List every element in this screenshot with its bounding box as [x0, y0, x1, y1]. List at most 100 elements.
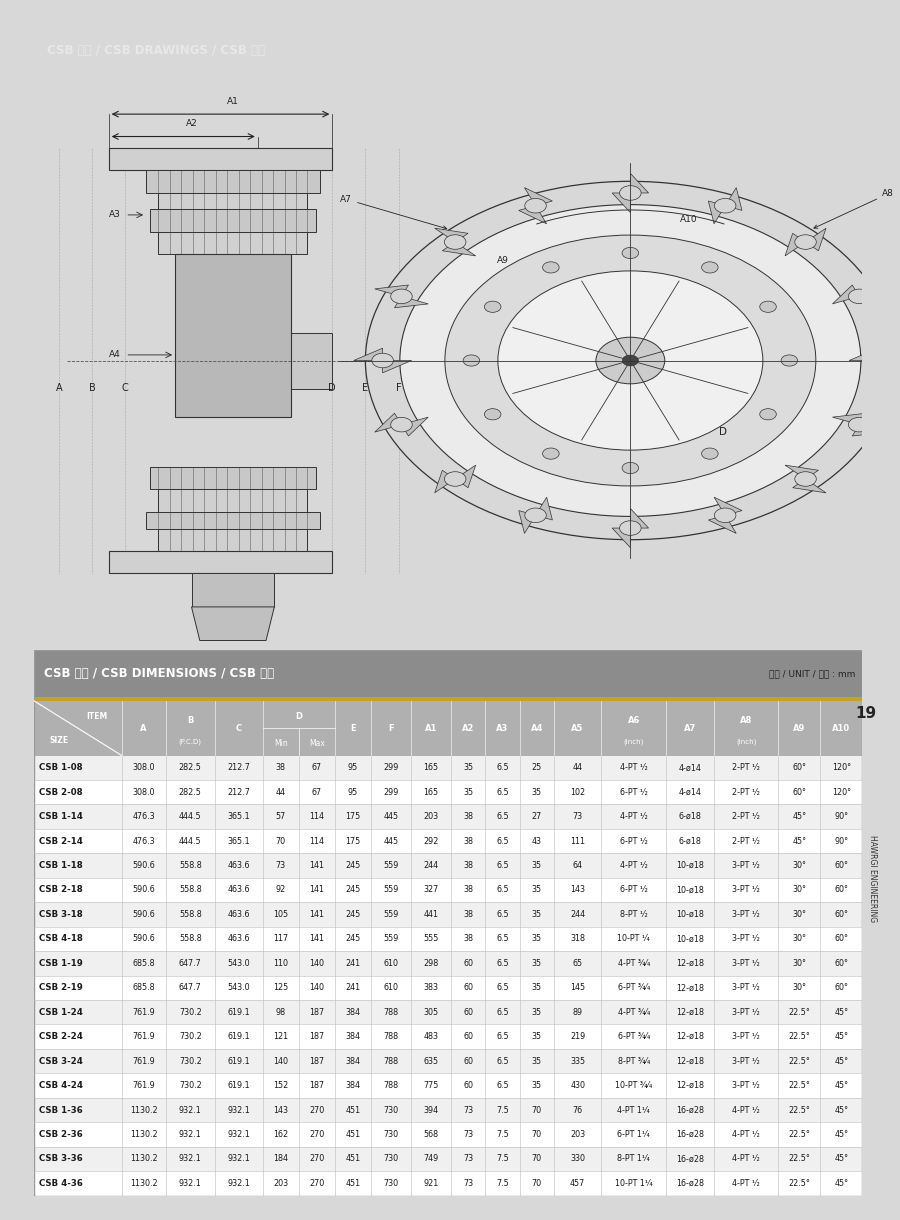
Text: 143: 143: [570, 886, 585, 894]
Text: 457: 457: [570, 1179, 585, 1188]
Text: 60°: 60°: [792, 788, 806, 797]
Text: 60°: 60°: [834, 983, 849, 992]
Text: 4-PT ¹⁄₂: 4-PT ¹⁄₂: [733, 1130, 760, 1139]
Text: 451: 451: [346, 1130, 361, 1139]
Text: 476.3: 476.3: [132, 813, 155, 821]
Text: 463.6: 463.6: [228, 935, 250, 943]
Text: 463.6: 463.6: [228, 910, 250, 919]
Text: 270: 270: [310, 1154, 325, 1164]
Text: 12-ø18: 12-ø18: [676, 1057, 704, 1065]
Text: 64: 64: [572, 861, 582, 870]
Text: 327: 327: [423, 886, 438, 894]
Text: 308.0: 308.0: [132, 788, 155, 797]
Polygon shape: [612, 173, 649, 212]
Text: 3-PT ¹⁄₂: 3-PT ¹⁄₂: [733, 959, 760, 967]
Text: 25: 25: [532, 764, 542, 772]
Text: 2-PT ¹⁄₂: 2-PT ¹⁄₂: [733, 764, 760, 772]
Text: 60: 60: [464, 1057, 473, 1065]
Text: 451: 451: [346, 1179, 361, 1188]
Circle shape: [622, 462, 639, 473]
Text: 3-PT ¹⁄₂: 3-PT ¹⁄₂: [733, 935, 760, 943]
Text: CSB 2-36: CSB 2-36: [40, 1130, 83, 1139]
Text: 10-PT ¹⁄₄: 10-PT ¹⁄₄: [617, 935, 650, 943]
Text: 305: 305: [424, 1008, 438, 1016]
Text: 441: 441: [424, 910, 438, 919]
Text: 60°: 60°: [834, 910, 849, 919]
Text: 70: 70: [532, 1130, 542, 1139]
Text: 476.3: 476.3: [132, 837, 155, 845]
Text: 45°: 45°: [834, 1008, 849, 1016]
Text: 241: 241: [346, 983, 361, 992]
Text: CSB 3-36: CSB 3-36: [40, 1154, 83, 1164]
Text: 38: 38: [464, 886, 473, 894]
Text: 647.7: 647.7: [179, 983, 202, 992]
Text: 6-ø18: 6-ø18: [679, 813, 701, 821]
Text: 152: 152: [273, 1081, 288, 1091]
Text: 384: 384: [346, 1032, 361, 1041]
Text: 730.2: 730.2: [179, 1032, 202, 1041]
Polygon shape: [150, 210, 316, 232]
Text: 45°: 45°: [834, 1105, 849, 1115]
FancyBboxPatch shape: [34, 903, 862, 927]
Text: 932.1: 932.1: [228, 1179, 250, 1188]
Text: 6-PT 1¹⁄₄: 6-PT 1¹⁄₄: [617, 1130, 650, 1139]
Text: 4-PT ¹⁄₂: 4-PT ¹⁄₂: [620, 861, 648, 870]
Text: A10: A10: [680, 215, 698, 224]
Text: 19: 19: [855, 706, 877, 721]
Text: 7.5: 7.5: [496, 1154, 508, 1164]
Circle shape: [622, 248, 639, 259]
Text: 16-ø28: 16-ø28: [676, 1105, 704, 1115]
Text: 483: 483: [424, 1032, 438, 1041]
Text: ITEM: ITEM: [86, 711, 108, 721]
Circle shape: [760, 409, 777, 420]
Circle shape: [868, 354, 889, 367]
Text: 141: 141: [310, 861, 324, 870]
Text: 73: 73: [464, 1130, 473, 1139]
FancyBboxPatch shape: [34, 1074, 862, 1098]
Text: 4-PT ¹⁄₂: 4-PT ¹⁄₂: [620, 813, 648, 821]
Text: 121: 121: [273, 1032, 288, 1041]
FancyBboxPatch shape: [34, 702, 862, 755]
Text: 308.0: 308.0: [132, 764, 155, 772]
Text: 365.1: 365.1: [228, 813, 250, 821]
Text: 6-PT ¾⁄₄: 6-PT ¾⁄₄: [617, 1032, 650, 1041]
Text: 140: 140: [310, 959, 324, 967]
Text: 단위 / UNIT / 单位 : mm: 단위 / UNIT / 单位 : mm: [770, 669, 856, 678]
Text: 44: 44: [572, 764, 582, 772]
Text: CSB 1-18: CSB 1-18: [40, 861, 83, 870]
Text: 60°: 60°: [834, 886, 849, 894]
Text: 65: 65: [572, 959, 582, 967]
Circle shape: [849, 289, 870, 304]
Text: 244: 244: [424, 861, 438, 870]
Text: 8-PT 1¹⁄₄: 8-PT 1¹⁄₄: [617, 1154, 650, 1164]
Text: 120°: 120°: [832, 764, 850, 772]
Text: 10-ø18: 10-ø18: [676, 935, 704, 943]
Text: 43: 43: [532, 837, 542, 845]
Text: 788: 788: [383, 1032, 399, 1041]
Text: A5: A5: [227, 350, 239, 360]
Text: A: A: [56, 383, 62, 393]
Text: 90°: 90°: [834, 837, 849, 845]
Text: 70: 70: [275, 837, 286, 845]
Text: A8: A8: [814, 189, 894, 228]
Text: 165: 165: [424, 788, 438, 797]
Text: 90°: 90°: [834, 813, 849, 821]
Text: 203: 203: [570, 1130, 585, 1139]
Polygon shape: [518, 188, 553, 223]
Text: 102: 102: [570, 788, 585, 797]
Text: 38: 38: [464, 910, 473, 919]
Text: 60: 60: [464, 983, 473, 992]
Text: 6.5: 6.5: [496, 959, 508, 967]
Text: 175: 175: [346, 813, 361, 821]
Text: 114: 114: [310, 813, 324, 821]
Circle shape: [445, 472, 466, 487]
Text: 788: 788: [383, 1081, 399, 1091]
Text: 451: 451: [346, 1154, 361, 1164]
Text: 2-PT ¹⁄₂: 2-PT ¹⁄₂: [733, 788, 760, 797]
Text: 7.5: 7.5: [496, 1179, 508, 1188]
Polygon shape: [832, 414, 886, 436]
Text: 187: 187: [310, 1057, 324, 1065]
Text: 730: 730: [383, 1130, 399, 1139]
Text: 6.5: 6.5: [496, 1057, 508, 1065]
Text: 282.5: 282.5: [179, 764, 202, 772]
